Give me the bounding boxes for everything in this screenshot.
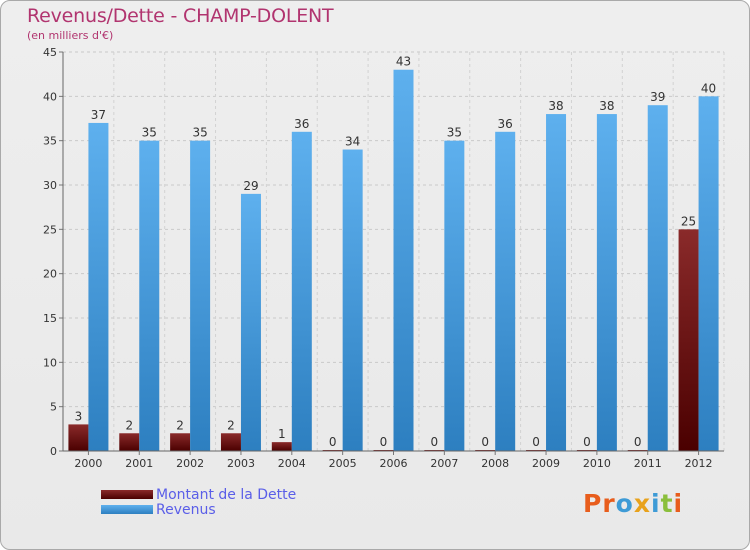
data-label-dette: 25 xyxy=(681,214,696,228)
bar-revenus xyxy=(139,140,160,451)
bar-revenus xyxy=(444,140,465,451)
data-label-revenus: 38 xyxy=(599,99,614,113)
bar-revenus xyxy=(342,149,363,452)
logo-letter: i xyxy=(651,489,661,518)
data-label-dette: 3 xyxy=(75,409,83,423)
y-tick-label: 45 xyxy=(43,46,57,59)
bar-dette xyxy=(119,433,140,451)
bar-revenus xyxy=(596,114,617,452)
data-label-dette: 0 xyxy=(532,435,540,449)
bar-dette xyxy=(678,229,699,451)
data-label-revenus: 34 xyxy=(345,135,360,149)
bar-revenus xyxy=(190,140,211,451)
data-label-revenus: 37 xyxy=(91,108,106,122)
x-tick-label: 2008 xyxy=(481,457,509,470)
x-tick-label: 2000 xyxy=(74,457,102,470)
x-tick-label: 2007 xyxy=(430,457,458,470)
legend-label-revenus: Revenus xyxy=(156,501,216,518)
bar-revenus xyxy=(88,122,109,451)
bar-revenus xyxy=(240,193,261,451)
axes xyxy=(59,51,724,455)
data-label-dette: 0 xyxy=(481,435,489,449)
y-tick-label: 15 xyxy=(43,312,57,325)
chart-subtitle: (en milliers d'€) xyxy=(27,29,114,42)
data-label-dette: 2 xyxy=(176,418,184,432)
bar-revenus xyxy=(495,131,516,452)
data-label-dette: 2 xyxy=(125,418,133,432)
y-tick-label: 30 xyxy=(43,179,57,192)
x-tick-label: 2011 xyxy=(634,457,662,470)
x-tick-label: 2006 xyxy=(380,457,408,470)
x-tick-label: 2009 xyxy=(532,457,560,470)
logo-letter: t xyxy=(660,489,674,518)
data-label-dette: 0 xyxy=(583,435,591,449)
data-label-revenus: 35 xyxy=(447,126,462,140)
y-tick-label: 0 xyxy=(50,445,57,458)
x-tick-label: 2012 xyxy=(685,457,713,470)
data-label-revenus: 40 xyxy=(701,81,716,95)
bar-revenus xyxy=(647,105,668,451)
y-tick-label: 25 xyxy=(43,223,57,236)
chart-title: Revenus/Dette - CHAMP-DOLENT xyxy=(27,5,334,27)
y-tick-label: 10 xyxy=(43,356,57,369)
data-label-dette: 0 xyxy=(431,435,439,449)
logo-letter: i xyxy=(673,489,684,518)
y-tick-label: 5 xyxy=(50,401,57,414)
logo-letter: o xyxy=(615,489,634,518)
bar-dette xyxy=(68,424,89,451)
legend-swatch-revenus xyxy=(101,505,153,514)
legend-label-dette: Montant de la Dette xyxy=(156,486,297,503)
labels: 0510152025303540453372000235200123520022… xyxy=(43,46,716,470)
bar-dette xyxy=(170,433,191,451)
data-label-revenus: 43 xyxy=(396,55,411,69)
data-label-revenus: 39 xyxy=(650,90,665,104)
legend: Montant de la Dette Revenus xyxy=(101,486,297,518)
x-tick-label: 2005 xyxy=(329,457,357,470)
x-tick-label: 2001 xyxy=(125,457,153,470)
y-tick-label: 40 xyxy=(43,90,57,103)
x-tick-label: 2003 xyxy=(227,457,255,470)
logo-letter: x xyxy=(633,489,651,518)
x-tick-label: 2010 xyxy=(583,457,611,470)
data-label-dette: 0 xyxy=(380,435,388,449)
bars xyxy=(68,69,719,452)
data-label-revenus: 36 xyxy=(498,117,513,131)
y-tick-label: 35 xyxy=(43,135,57,148)
bar-dette xyxy=(220,433,241,451)
data-label-dette: 2 xyxy=(227,418,235,432)
data-label-dette: 0 xyxy=(329,435,337,449)
data-label-dette: 0 xyxy=(634,435,642,449)
legend-item-revenus: Revenus xyxy=(101,501,296,518)
data-label-revenus: 38 xyxy=(548,99,563,113)
y-tick-label: 20 xyxy=(43,268,57,281)
legend-item-dette: Montant de la Dette xyxy=(101,486,297,503)
bar-revenus xyxy=(546,114,567,452)
data-label-revenus: 29 xyxy=(243,179,258,193)
data-label-dette: 1 xyxy=(278,427,286,441)
data-label-revenus: 35 xyxy=(192,126,207,140)
bar-revenus xyxy=(291,131,312,452)
data-label-revenus: 36 xyxy=(294,117,309,131)
legend-swatch-dette xyxy=(101,490,153,499)
data-label-revenus: 35 xyxy=(142,126,157,140)
bar-revenus xyxy=(393,69,414,451)
proxiti-logo: Proxiti xyxy=(583,489,683,518)
x-tick-label: 2004 xyxy=(278,457,306,470)
logo-letter: r xyxy=(602,489,616,518)
bar-revenus xyxy=(698,96,719,451)
logo-letter: P xyxy=(583,489,603,518)
bar-dette xyxy=(271,442,292,451)
x-tick-label: 2002 xyxy=(176,457,204,470)
